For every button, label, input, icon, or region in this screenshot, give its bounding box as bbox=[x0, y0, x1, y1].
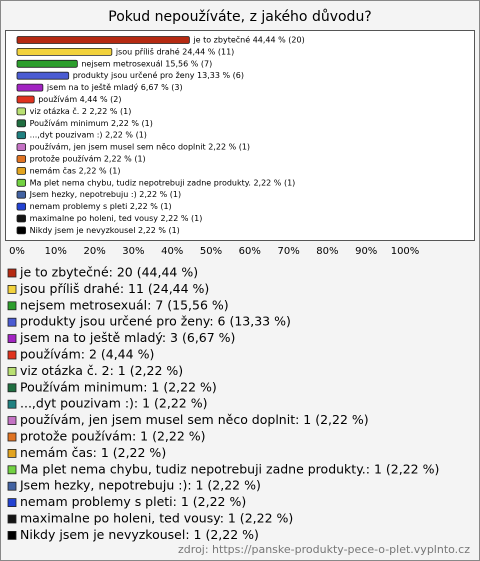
bar-label: používám, jen jsem musel sem něco doplni… bbox=[30, 143, 250, 152]
bar-label: Používám minimum 2,22 % (1) bbox=[30, 119, 153, 128]
legend-swatch bbox=[7, 416, 17, 426]
legend-swatch bbox=[7, 531, 17, 540]
bar-label: Ma plet nema chybu, tudiz nepotrebuji za… bbox=[30, 178, 296, 187]
legend-swatch bbox=[7, 465, 17, 475]
legend-label: produkty jsou určené pro ženy: 6 (13,33 … bbox=[20, 314, 291, 329]
bar-label: ...,dyt pouzivam :) 2,22 % (1) bbox=[30, 131, 147, 140]
bar bbox=[16, 190, 27, 199]
x-tick-label: 0% bbox=[9, 246, 25, 257]
legend-label: Nikdy jsem je nevyzkousel: 1 (2,22 %) bbox=[20, 527, 259, 542]
bar-label: protože používám 2,22 % (1) bbox=[30, 155, 146, 164]
plot-frame bbox=[5, 30, 475, 241]
x-tick-label: 70% bbox=[277, 246, 299, 257]
bar-label: jsem na to ještě mladý 6,67 % (3) bbox=[46, 82, 183, 92]
legend-label: maximalne po holeni, ted vousy: 1 (2,22 … bbox=[20, 511, 293, 526]
bar bbox=[16, 143, 27, 152]
legend-swatch bbox=[7, 366, 17, 376]
legend-swatch bbox=[7, 317, 17, 327]
bar bbox=[16, 155, 27, 163]
legend-swatch bbox=[7, 514, 17, 524]
legend-label: je to zbytečné: 20 (44,44 %) bbox=[19, 265, 198, 280]
bar-label: viz otázka č. 2 2,22 % (1) bbox=[30, 106, 132, 116]
bar bbox=[16, 214, 27, 223]
legend-label: jsem na to ještě mladý: 3 (6,67 %) bbox=[19, 330, 235, 345]
legend-label: Ma plet nema chybu, tudiz nepotrebuji za… bbox=[20, 461, 439, 476]
x-tick-label: 50% bbox=[200, 246, 222, 257]
x-tick-label: 80% bbox=[316, 246, 338, 257]
x-tick-label: 30% bbox=[122, 246, 144, 257]
bar bbox=[16, 226, 27, 235]
bar-label: nemám čas 2,22 % (1) bbox=[30, 165, 121, 175]
bar bbox=[16, 107, 27, 116]
legend-swatch bbox=[7, 448, 17, 458]
legend-label: nejsem metrosexuál: 7 (15,56 %) bbox=[20, 297, 229, 312]
legend-swatch bbox=[7, 399, 17, 409]
bar-label: maximalne po holeni, ted vousy 2,22 % (1… bbox=[30, 214, 203, 223]
bar bbox=[16, 71, 70, 80]
bar bbox=[16, 119, 27, 128]
legend-label: ...,dyt pouzivam :): 1 (2,22 %) bbox=[20, 396, 207, 411]
bar bbox=[16, 95, 35, 104]
legend-swatch bbox=[7, 350, 17, 360]
x-tick-label: 40% bbox=[161, 246, 183, 257]
bar-label: je to zbytečné 44,44 % (20) bbox=[192, 35, 304, 45]
bar-label: Jsem hezky, nepotrebuju :) 2,22 % (1) bbox=[29, 190, 181, 199]
legend-label: jsou příliš drahé: 11 (24,44 %) bbox=[19, 281, 209, 296]
legend-swatch bbox=[7, 498, 17, 508]
chart-title: Pokud nepoužíváte, z jakého důvodu? bbox=[108, 9, 372, 25]
x-tick-label: 10% bbox=[45, 246, 67, 257]
bar-label: produkty jsou určené pro ženy 13,33 % (6… bbox=[73, 70, 244, 80]
legend-label: nemám čas: 1 (2,22 %) bbox=[20, 445, 166, 460]
x-tick-label: 100% bbox=[391, 246, 420, 257]
x-tick-label: 20% bbox=[83, 246, 105, 257]
bar bbox=[16, 36, 190, 44]
bar bbox=[16, 48, 113, 56]
source: zdroj: https://panske-produkty-pece-o-pl… bbox=[178, 543, 470, 556]
legend-label: Jsem hezky, nepotrebuju :): 1 (2,22 %) bbox=[19, 478, 261, 493]
legend-label: nemam problemy s pleti: 1 (2,22 %) bbox=[20, 494, 246, 509]
legend-swatch bbox=[7, 481, 17, 491]
legend-label: používám: 2 (4,44 %) bbox=[20, 347, 154, 362]
bar-label: Nikdy jsem je nevyzkousel 2,22 % (1) bbox=[30, 226, 180, 235]
legend-swatch bbox=[7, 284, 17, 294]
legend-swatch bbox=[7, 432, 17, 442]
legend-label: používám, jen jsem musel sem něco doplni… bbox=[20, 412, 369, 427]
bar bbox=[16, 59, 78, 68]
legend-swatch bbox=[7, 301, 17, 311]
legend-swatch bbox=[7, 334, 17, 344]
legend-label: protože používám: 1 (2,22 %) bbox=[20, 429, 206, 444]
x-tick-label: 60% bbox=[239, 246, 261, 257]
bar bbox=[16, 202, 27, 211]
legend-label: viz otázka č. 2: 1 (2,22 %) bbox=[20, 363, 183, 378]
bar bbox=[16, 131, 27, 140]
legend-swatch bbox=[7, 268, 17, 278]
bar bbox=[16, 178, 27, 187]
bar-label: nemam problemy s pleti 2,22 % (1) bbox=[30, 202, 172, 211]
x-tick-label: 90% bbox=[355, 246, 377, 257]
bar bbox=[16, 166, 27, 175]
bar-label: jsou příliš drahé 24,44 % (11) bbox=[115, 46, 234, 56]
legend-label: Používám minimum: 1 (2,22 %) bbox=[20, 379, 217, 394]
bar bbox=[16, 83, 44, 92]
legend-swatch bbox=[7, 383, 17, 393]
bar-label: nejsem metrosexuál 15,56 % (7) bbox=[81, 59, 212, 68]
bar-label: používám 4,44 % (2) bbox=[38, 95, 121, 104]
